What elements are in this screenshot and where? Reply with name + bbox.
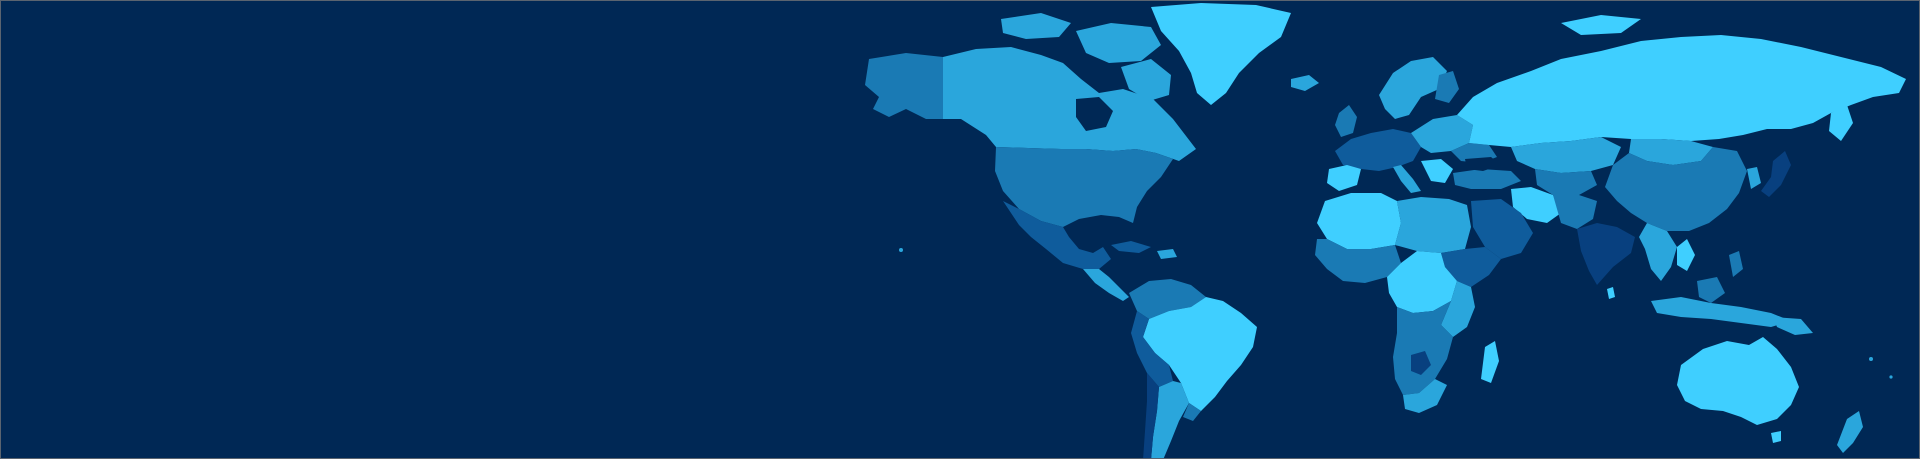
russia-islands [1561, 15, 1641, 35]
country-greenland [1151, 3, 1291, 105]
north-africa-west [1317, 193, 1401, 249]
country-turkey [1453, 169, 1521, 189]
country-spain-portugal [1327, 165, 1361, 191]
black-sea [1465, 157, 1501, 171]
southern-africa [1393, 301, 1453, 395]
west-africa [1315, 239, 1401, 283]
country-vietnam [1677, 239, 1695, 271]
country-afghanistan-pakistan [1553, 195, 1597, 229]
region-south-america [1129, 279, 1257, 458]
middle-east-iran [1511, 187, 1561, 223]
country-south-africa [1403, 379, 1447, 413]
region-europe [1291, 57, 1521, 193]
pacific-islands [1869, 357, 1873, 361]
country-madagascar [1481, 341, 1499, 383]
country-philippines [1729, 251, 1743, 277]
southeast-asia [1639, 223, 1677, 281]
country-india [1577, 223, 1635, 285]
country-china [1605, 147, 1747, 231]
papua-new-guinea [1773, 317, 1813, 335]
pacific-islands-2 [1889, 375, 1893, 379]
country-mexico [1003, 201, 1111, 269]
region-africa [1315, 193, 1501, 413]
baffin-island [1121, 59, 1171, 101]
country-korea [1747, 167, 1761, 189]
north-africa-east [1395, 197, 1471, 253]
hudson-bay [1076, 97, 1113, 131]
eastern-europe [1411, 115, 1473, 153]
balkans [1421, 159, 1453, 183]
hawaii-islands [899, 248, 903, 252]
central-africa [1387, 251, 1457, 313]
country-finland [1435, 71, 1459, 103]
sri-lanka [1607, 287, 1615, 299]
tasmania [1771, 431, 1781, 443]
region-north-america [865, 3, 1291, 301]
country-argentina [1151, 381, 1189, 458]
country-australia [1677, 337, 1799, 425]
western-europe [1335, 129, 1421, 171]
region-oceania [1677, 317, 1893, 453]
borneo [1697, 277, 1725, 303]
country-new-zealand [1837, 411, 1863, 453]
central-asia [1535, 169, 1597, 195]
country-saudi-arabia [1471, 199, 1533, 259]
region-asia [1457, 15, 1906, 327]
east-africa [1441, 281, 1475, 337]
country-colombia-venezuela [1129, 279, 1206, 319]
kamchatka [1829, 105, 1853, 141]
caribbean-hispaniola [1157, 249, 1177, 259]
country-alaska [865, 53, 943, 119]
country-russia [1457, 35, 1906, 147]
country-iceland [1291, 75, 1319, 91]
country-japan [1761, 151, 1791, 197]
country-botswana [1411, 351, 1431, 375]
country-brazil [1143, 297, 1257, 411]
country-canada [943, 47, 1196, 161]
country-usa [995, 147, 1173, 227]
country-kazakhstan [1511, 137, 1621, 173]
country-italy [1393, 165, 1421, 193]
country-mongolia [1629, 139, 1713, 165]
caribbean-cuba [1111, 241, 1151, 253]
country-uruguay [1183, 403, 1201, 421]
scandinavia [1379, 57, 1447, 119]
country-uk-ireland [1335, 105, 1357, 137]
arctic-islands [1001, 13, 1071, 39]
central-america [1083, 269, 1129, 301]
east-africa-horn [1441, 247, 1501, 287]
arctic-islands-2 [1076, 23, 1161, 63]
country-chile [1143, 373, 1159, 458]
country-indonesia [1651, 297, 1791, 327]
country-peru-bolivia [1131, 311, 1173, 387]
